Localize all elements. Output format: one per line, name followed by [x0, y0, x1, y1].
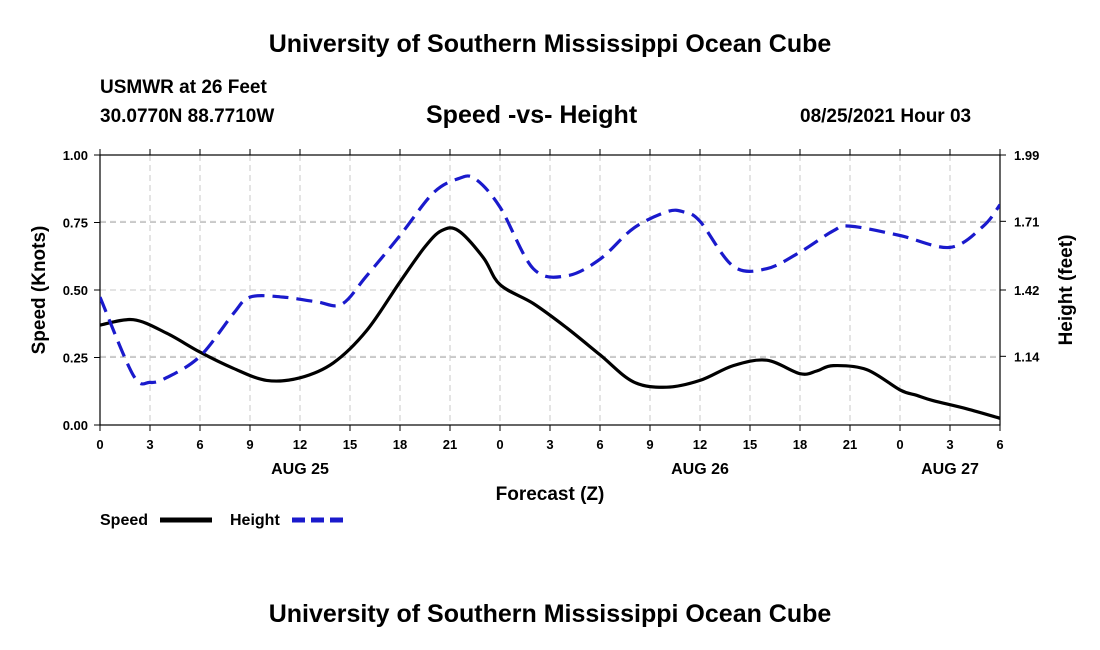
y-tick-label: 0.00	[63, 418, 88, 433]
legend-speed-label: Speed	[100, 512, 148, 529]
x-tick-label: 18	[393, 437, 407, 452]
x-tick-label: 21	[443, 437, 457, 452]
x-tick-label: 9	[246, 437, 253, 452]
y2-tick-label: 1.14	[1014, 349, 1040, 364]
x-tick-label: 6	[996, 437, 1003, 452]
x-tick-label: 6	[196, 437, 203, 452]
x-tick-label: 3	[946, 437, 953, 452]
y-axis-title: Speed (Knots)	[29, 226, 50, 355]
x-tick-label: 21	[843, 437, 857, 452]
chart-title: Speed -vs- Height	[426, 101, 638, 129]
speed-series-line	[100, 226, 1000, 420]
x-tick-label: 9	[646, 437, 653, 452]
x-tick-label: 6	[596, 437, 603, 452]
y-tick-label: 0.25	[63, 351, 88, 366]
x-tick-label: 15	[343, 437, 357, 452]
y-tick-label: 0.50	[63, 283, 88, 298]
y2-tick-label: 1.42	[1014, 283, 1039, 298]
page-title: University of Southern Mississippi Ocean…	[268, 30, 832, 58]
plot-frame	[99, 154, 1001, 426]
page-footer-title: University of Southern Mississippi Ocean…	[268, 600, 832, 628]
y2-axis-title: Height (feet)	[1056, 235, 1077, 346]
x-tick-label: 12	[693, 437, 707, 452]
y-tick-label: 0.75	[63, 216, 88, 231]
y-tick-label: 1.00	[63, 148, 88, 163]
station-coordinates: 30.0770N 88.7710W	[100, 106, 275, 127]
station-label: USMWR at 26 Feet	[100, 77, 267, 98]
legend-height-label: Height	[230, 512, 280, 529]
x-tick-label: 15	[743, 437, 757, 452]
x-tick-label: 18	[793, 437, 807, 452]
x-tick-label: 0	[496, 437, 503, 452]
x-date-label: AUG 27	[921, 461, 979, 478]
x-tick-label: 0	[96, 437, 103, 452]
x-axis-title: Forecast (Z)	[496, 484, 605, 505]
x-tick-label: 12	[293, 437, 307, 452]
x-tick-label: 3	[546, 437, 553, 452]
x-date-label: AUG 26	[671, 461, 729, 478]
x-date-label: AUG 25	[271, 461, 329, 478]
height-series-line	[100, 174, 1000, 386]
x-tick-label: 0	[896, 437, 903, 452]
y2-tick-label: 1.71	[1014, 214, 1039, 229]
y2-tick-label: 1.99	[1014, 148, 1039, 163]
forecast-datetime: 08/25/2021 Hour 03	[800, 106, 972, 127]
x-tick-label: 3	[146, 437, 153, 452]
